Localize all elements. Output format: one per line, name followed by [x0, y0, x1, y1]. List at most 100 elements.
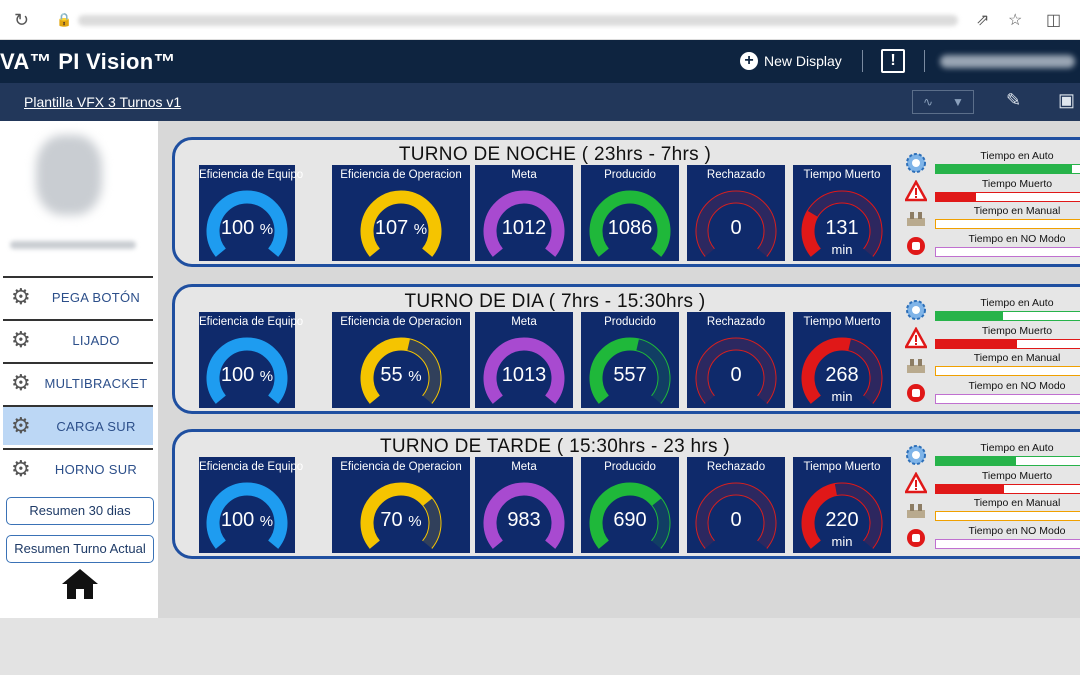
tile-value: 0	[730, 364, 742, 386]
gauge	[801, 482, 883, 549]
tile-value: 100 %	[220, 217, 274, 239]
save-icon[interactable]: ▣	[1058, 90, 1076, 110]
page-footer-area	[0, 618, 1080, 675]
shift-title: TURNO DE TARDE ( 15:30hrs - 23 hrs )	[379, 436, 731, 457]
tile-value: 268	[825, 364, 859, 386]
sidepanel-icon[interactable]: ◫	[1046, 12, 1062, 29]
pencil-icon[interactable]: ✎	[1006, 90, 1022, 110]
shift-panel: TURNO DE DIA ( 7hrs - 15:30hrs ) Eficienc…	[172, 284, 1080, 414]
kpi-tile: Producido 1086	[581, 165, 679, 261]
header-divider	[924, 50, 925, 72]
status-bar	[935, 164, 1080, 174]
tile-value: 55 %	[380, 364, 422, 386]
summary-30-days-button[interactable]: Resumen 30 dias	[6, 497, 154, 525]
status-row: Tiempo en NO Modo	[905, 525, 1080, 552]
tile-label: Eficiencia de Operacion	[340, 316, 462, 328]
sidebar: ⚙ PEGA BOTÓN ⚙ LIJADO ⚙ MULTIBRACKET ⚙ CARGA SU…	[0, 121, 158, 618]
tile-unit: min	[831, 534, 853, 549]
star-icon[interactable]: ☆	[1008, 12, 1023, 29]
gauge-fill	[484, 191, 564, 257]
exclamation-icon[interactable]: !	[881, 49, 905, 73]
dashboard-canvas: TURNO DE NOCHE ( 23hrs - 7hrs ) Eficienci…	[158, 121, 1080, 618]
kpi-tile: Tiempo Muerto 131 min	[793, 165, 891, 261]
status-bar-fill	[936, 457, 1016, 465]
gauge-fill	[590, 191, 670, 257]
caret-down-icon[interactable]: ▼	[952, 95, 964, 109]
sidebar-item-lijado[interactable]: ⚙ LIJADO	[3, 319, 153, 359]
gauge	[695, 190, 777, 257]
tile-value: 100 %	[220, 364, 274, 386]
gauge-fill	[484, 483, 564, 549]
status-bar-fill	[936, 165, 1073, 173]
status-bar	[935, 484, 1080, 494]
tile-label: Rechazado	[706, 461, 766, 473]
gauge	[589, 190, 671, 257]
gauge	[801, 190, 883, 257]
status-label: Tiempo en Auto	[980, 442, 1054, 454]
tile-value: 0	[730, 509, 742, 531]
share-icon[interactable]: ⇗	[976, 12, 990, 29]
gauge-fill	[484, 338, 564, 404]
gauge-fill	[802, 338, 851, 404]
gauge	[483, 337, 565, 404]
tile-label: Eficiencia de Operacion	[340, 169, 462, 181]
gear-icon	[906, 153, 926, 173]
sidebar-item-label: PEGA BOTÓN	[51, 289, 141, 305]
kpi-tile: Eficiencia de Equipo 100 %	[199, 165, 304, 261]
robot-arm-icon: ⚙	[10, 327, 32, 352]
kpi-tile: Meta 1012	[475, 165, 573, 261]
avatar	[36, 135, 102, 215]
sidebar-item-multibracket[interactable]: ⚙ MULTIBRACKET	[3, 362, 153, 402]
new-display-button[interactable]: + New Display	[740, 52, 842, 70]
robot-arm-icon: ⚙	[10, 284, 32, 309]
status-row: Tiempo Muerto	[905, 325, 1080, 352]
reload-icon[interactable]: ↻	[14, 10, 30, 30]
sidebar-item-pega-bot-n[interactable]: ⚙ PEGA BOTÓN	[3, 276, 153, 316]
tile-label: Meta	[511, 169, 537, 181]
tile-label: Eficiencia de Operacion	[340, 461, 462, 473]
kpi-tile: Tiempo Muerto 268 min	[793, 312, 891, 408]
sidebar-item-label: LIJADO	[72, 332, 120, 348]
status-bar-fill	[936, 193, 976, 201]
status-bar-fill	[936, 485, 1005, 493]
status-bar	[935, 394, 1080, 404]
kpi-tile: Eficiencia de Operacion 70 %	[332, 457, 470, 553]
sidebar-item-label: HORNO SUR	[54, 461, 138, 477]
tile-label: Eficiencia de Equipo	[199, 169, 304, 181]
kpi-tile: Producido 690	[581, 457, 679, 553]
kpi-tile: Rechazado 0	[687, 165, 785, 261]
manual-icon	[907, 212, 925, 226]
shift-panel: TURNO DE NOCHE ( 23hrs - 7hrs ) Eficienci…	[172, 137, 1080, 267]
tile-value: 557	[613, 364, 647, 386]
tile-label: Producido	[604, 169, 656, 181]
status-row: Tiempo en NO Modo	[905, 380, 1080, 407]
sidebar-item-label: CARGA SUR	[56, 418, 136, 434]
manual-icon	[907, 359, 925, 373]
tile-value: 1013	[501, 364, 547, 386]
summary-current-shift-button[interactable]: Resumen Turno Actual	[6, 535, 154, 563]
stop-icon	[907, 529, 925, 547]
status-bar	[935, 366, 1080, 376]
tile-label: Tiempo Muerto	[803, 461, 881, 473]
sidebar-item-carga-sur[interactable]: ⚙ CARGA SUR	[3, 405, 153, 445]
status-bar	[935, 539, 1080, 549]
address-bar[interactable]	[78, 15, 958, 26]
status-bar	[935, 456, 1080, 466]
display-name-link[interactable]: Plantilla VFX 3 Turnos v1	[24, 94, 182, 110]
kpi-tile: Producido 557	[581, 312, 679, 408]
lock-icon[interactable]: 🔒	[56, 12, 73, 27]
tile-label: Rechazado	[706, 316, 766, 328]
gauge-fill	[589, 483, 662, 549]
home-icon[interactable]	[60, 567, 100, 601]
status-label: Tiempo Muerto	[981, 470, 1053, 482]
trend-button[interactable]: ∿ ▼	[912, 90, 974, 114]
warning-icon	[905, 472, 927, 494]
gauge-fill	[207, 338, 287, 404]
gauge	[206, 190, 288, 257]
sidebar-item-horno-sur[interactable]: ⚙ HORNO SUR	[3, 448, 153, 488]
status-row: Tiempo en Auto	[905, 150, 1080, 177]
user-menu[interactable]	[940, 55, 1075, 68]
stop-icon	[907, 237, 925, 255]
avatar-caption	[10, 241, 136, 249]
tile-label: Meta	[511, 461, 537, 473]
